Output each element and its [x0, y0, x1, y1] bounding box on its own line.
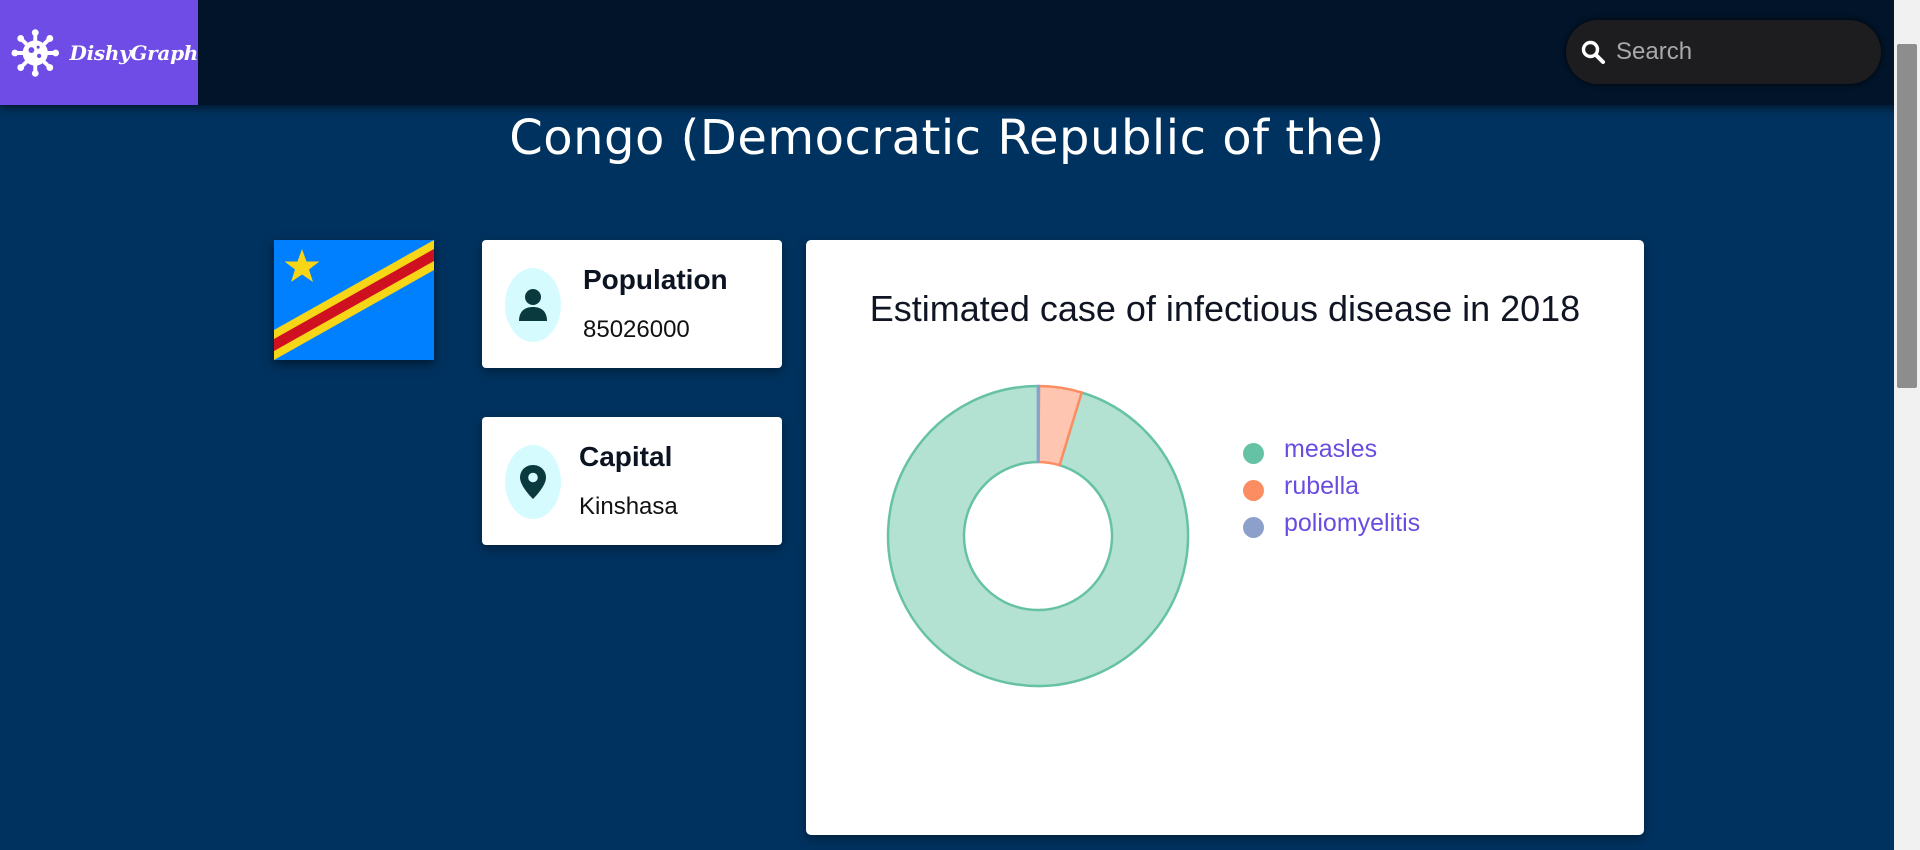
legend-item-poliomyelitis[interactable]: poliomyelitis	[1243, 505, 1420, 542]
chart-legend: measles rubella poliomyelitis	[1243, 431, 1420, 542]
capital-card: Capital Kinshasa	[482, 417, 782, 545]
capital-label: Capital	[579, 441, 673, 472]
legend-swatch-measles	[1243, 443, 1264, 464]
legend-label-measles: measles	[1284, 435, 1378, 463]
country-flag	[274, 240, 434, 360]
page-scrollbar[interactable]	[1894, 0, 1920, 850]
page-title: Congo (Democratic Republic of the)	[509, 110, 1385, 166]
virus-icon	[11, 28, 60, 77]
legend-item-measles[interactable]: measles	[1243, 431, 1420, 468]
donut-slice-poliomyelitis[interactable]	[1036, 384, 1041, 464]
population-icon-circle	[505, 268, 561, 342]
chart-title: Estimated case of infectious disease in …	[869, 288, 1581, 329]
capital-icon-circle	[505, 445, 561, 519]
search-box[interactable]	[1566, 20, 1881, 84]
disease-chart-card: Estimated case of infectious disease in …	[806, 240, 1644, 835]
location-pin-icon	[520, 465, 546, 499]
person-icon	[519, 289, 547, 321]
donut-slice-measles[interactable]	[886, 384, 1190, 688]
population-card: Population 85026000	[482, 240, 782, 368]
search-icon	[1581, 40, 1605, 64]
legend-item-rubella[interactable]: rubella	[1243, 468, 1420, 505]
scrollbar-thumb[interactable]	[1897, 44, 1917, 388]
population-value: 85026000	[583, 316, 690, 343]
search-input[interactable]	[1616, 32, 1856, 72]
app-name: DishyGraph	[69, 40, 199, 65]
donut-chart	[886, 384, 1190, 688]
legend-label-poliomyelitis: poliomyelitis	[1284, 509, 1421, 537]
capital-value: Kinshasa	[579, 493, 678, 520]
legend-swatch-rubella	[1243, 480, 1264, 501]
legend-label-rubella: rubella	[1284, 472, 1360, 500]
top-navigation-bar: DishyGraph	[0, 0, 1920, 105]
legend-swatch-poliomyelitis	[1243, 517, 1264, 538]
population-label: Population	[583, 264, 728, 295]
app-logo[interactable]: DishyGraph	[0, 0, 198, 105]
